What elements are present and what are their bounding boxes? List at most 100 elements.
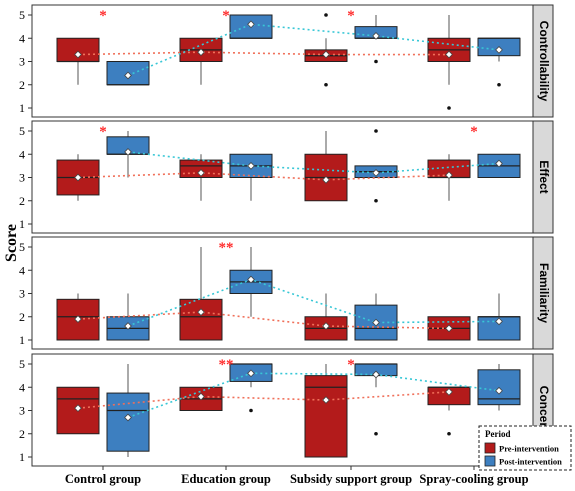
outlier-point (249, 408, 253, 413)
y-tick-label: 5 (19, 124, 25, 138)
legend-title: Period (485, 429, 511, 439)
legend-entry-label: Pre-intervention (499, 444, 559, 454)
outlier-point (374, 431, 378, 436)
pre-mean-marker (197, 168, 205, 177)
legend-swatch (484, 442, 496, 454)
pre-mean-marker (74, 173, 82, 182)
y-tick-label: 5 (19, 357, 25, 371)
pre-mean-marker (322, 396, 330, 404)
facet-strip (532, 236, 554, 350)
y-tick-label: 5 (19, 8, 25, 22)
pre-mean-marker (322, 50, 330, 59)
post-mean-marker (124, 413, 132, 422)
y-tick-label: 4 (19, 31, 25, 45)
y-tick-label: 2 (19, 427, 25, 441)
outlier-point (374, 129, 378, 133)
post-mean-marker (247, 275, 255, 284)
pre-mean-marker (74, 50, 82, 59)
pre-mean-marker (74, 315, 82, 323)
y-tick-label: 3 (19, 287, 25, 301)
post-mean-marker (247, 20, 255, 29)
y-tick-label: 3 (19, 404, 25, 418)
significance-marker: * (99, 124, 107, 140)
x-category-label: Control group (65, 472, 141, 486)
facet-strip (532, 120, 554, 234)
facet-strip (532, 4, 554, 118)
post-mean-trend-line (127, 278, 500, 327)
pre-box (179, 154, 223, 201)
significance-marker: * (222, 8, 230, 24)
significance-marker: * (347, 357, 355, 373)
pre-mean-marker (322, 322, 330, 330)
pre-mean-marker (445, 171, 453, 180)
box-body (179, 159, 223, 178)
outlier-point (447, 431, 451, 436)
post-mean-marker (372, 32, 380, 40)
facet-label: Effect (537, 160, 551, 193)
post-mean-marker (124, 322, 132, 330)
significance-marker: ** (219, 357, 234, 373)
legend: Period Pre-intervention Post-intervention (478, 425, 572, 471)
pre-box (179, 247, 223, 341)
post-mean-marker (495, 317, 503, 326)
pre-mean-trend-line (77, 172, 450, 181)
y-tick-label: 2 (19, 310, 25, 324)
post-mean-marker (124, 148, 132, 156)
post-box (477, 293, 521, 341)
pre-mean-marker (74, 404, 82, 413)
facet-label: Concern (537, 386, 551, 435)
y-tick-label: 5 (19, 240, 25, 254)
legend-swatch (484, 455, 496, 467)
y-tick-label: 3 (19, 55, 25, 69)
post-mean-marker (495, 159, 503, 168)
post-mean-marker (247, 369, 255, 378)
pre-mean-marker (197, 392, 205, 401)
y-tick-label: 1 (19, 333, 25, 347)
post-mean-marker (247, 162, 255, 170)
y-tick-label: 1 (19, 450, 25, 464)
pre-box (56, 37, 100, 85)
pre-box (427, 386, 471, 436)
box-body (304, 375, 348, 458)
y-tick-label: 2 (19, 194, 25, 208)
pre-mean-marker (445, 324, 453, 333)
significance-marker: * (347, 8, 355, 24)
y-tick-label: 2 (19, 78, 25, 92)
pre-box (427, 15, 471, 110)
significance-marker: * (99, 8, 107, 24)
pre-box (304, 364, 348, 458)
facet-label: Controllability (537, 21, 551, 102)
outlier-point (374, 198, 378, 203)
y-tick-label: 1 (19, 217, 25, 231)
post-mean-marker (372, 168, 380, 177)
post-mean-marker (124, 71, 132, 80)
pre-mean-marker (445, 388, 453, 396)
y-axis-title: Score (3, 224, 20, 262)
pre-mean-marker (322, 175, 330, 184)
outlier-point (497, 82, 501, 87)
y-tick-label: 3 (19, 171, 25, 185)
post-mean-trend-line (127, 372, 500, 419)
significance-marker: * (470, 124, 478, 140)
outlier-point (374, 59, 378, 64)
significance-marker: ** (219, 240, 234, 256)
outlier-point (447, 106, 451, 110)
x-category-label: Subsidy support group (290, 472, 412, 486)
x-category-label: Spray-cooling group (419, 472, 528, 486)
facet-label: Familiarity (537, 263, 551, 323)
legend-entry-label: Post-intervention (499, 457, 562, 467)
post-mean-marker (495, 46, 503, 54)
pre-mean-marker (197, 308, 205, 316)
x-category-label: Education group (181, 472, 271, 486)
post-mean-trend-line (127, 151, 500, 174)
pre-mean-trend-line (77, 391, 450, 409)
pre-mean-marker (445, 50, 453, 59)
outlier-point (324, 82, 328, 87)
post-mean-marker (372, 318, 380, 327)
post-mean-marker (372, 370, 380, 379)
y-tick-label: 1 (19, 101, 25, 115)
post-mean-trend-line (127, 23, 500, 77)
pre-mean-trend-line (77, 51, 449, 56)
pre-mean-marker (197, 48, 205, 57)
